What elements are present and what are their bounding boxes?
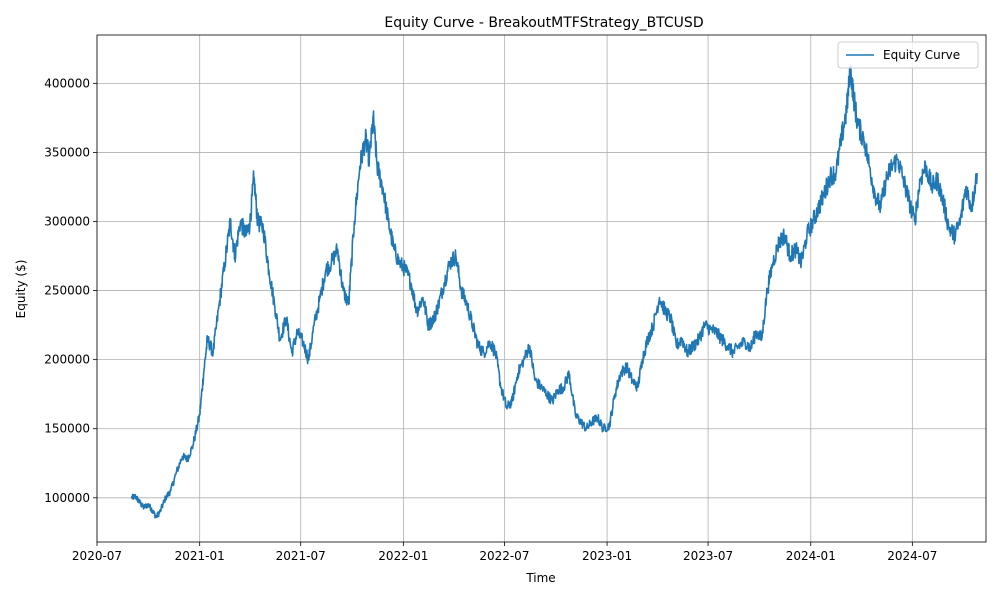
x-tick-label: 2023-01 — [582, 549, 632, 563]
legend: Equity Curve — [837, 41, 979, 69]
grid-lines — [96, 35, 986, 542]
y-tick-label: 350000 — [44, 145, 90, 159]
y-axis-label: Equity ($) — [14, 260, 28, 319]
tick-marks: 2020-07 2021-01 2021-07 2022-01 2022-07 2023-… — [44, 76, 937, 563]
x-tick-label: 2021-07 — [276, 549, 326, 563]
x-tick-label: 2024-07 — [887, 549, 937, 563]
x-tick-label: 2021-01 — [175, 549, 225, 563]
legend-box — [837, 41, 979, 69]
y-tick-label: 250000 — [44, 284, 90, 298]
x-tick-label: 2022-07 — [479, 549, 529, 563]
legend-entry-equity-curve: Equity Curve — [883, 48, 960, 62]
y-tick-label: 400000 — [44, 76, 90, 90]
x-tick-label: 2020-07 — [72, 549, 122, 563]
y-tick-label: 200000 — [44, 353, 90, 367]
y-tick-label: 150000 — [44, 422, 90, 436]
plot-frame — [96, 34, 987, 543]
chart-title: Equity Curve - BreakoutMTFStrategy_BTCUS… — [384, 15, 703, 31]
y-tick-label: 100000 — [44, 491, 90, 505]
x-tick-label: 2023-07 — [683, 549, 733, 563]
series-layer — [130, 65, 978, 519]
y-tick-label: 300000 — [44, 214, 90, 228]
series-line-equity-curve — [130, 65, 978, 519]
x-tick-label: 2022-01 — [378, 549, 428, 563]
x-axis-label: Time — [525, 571, 555, 585]
x-tick-label: 2024-01 — [786, 549, 836, 563]
